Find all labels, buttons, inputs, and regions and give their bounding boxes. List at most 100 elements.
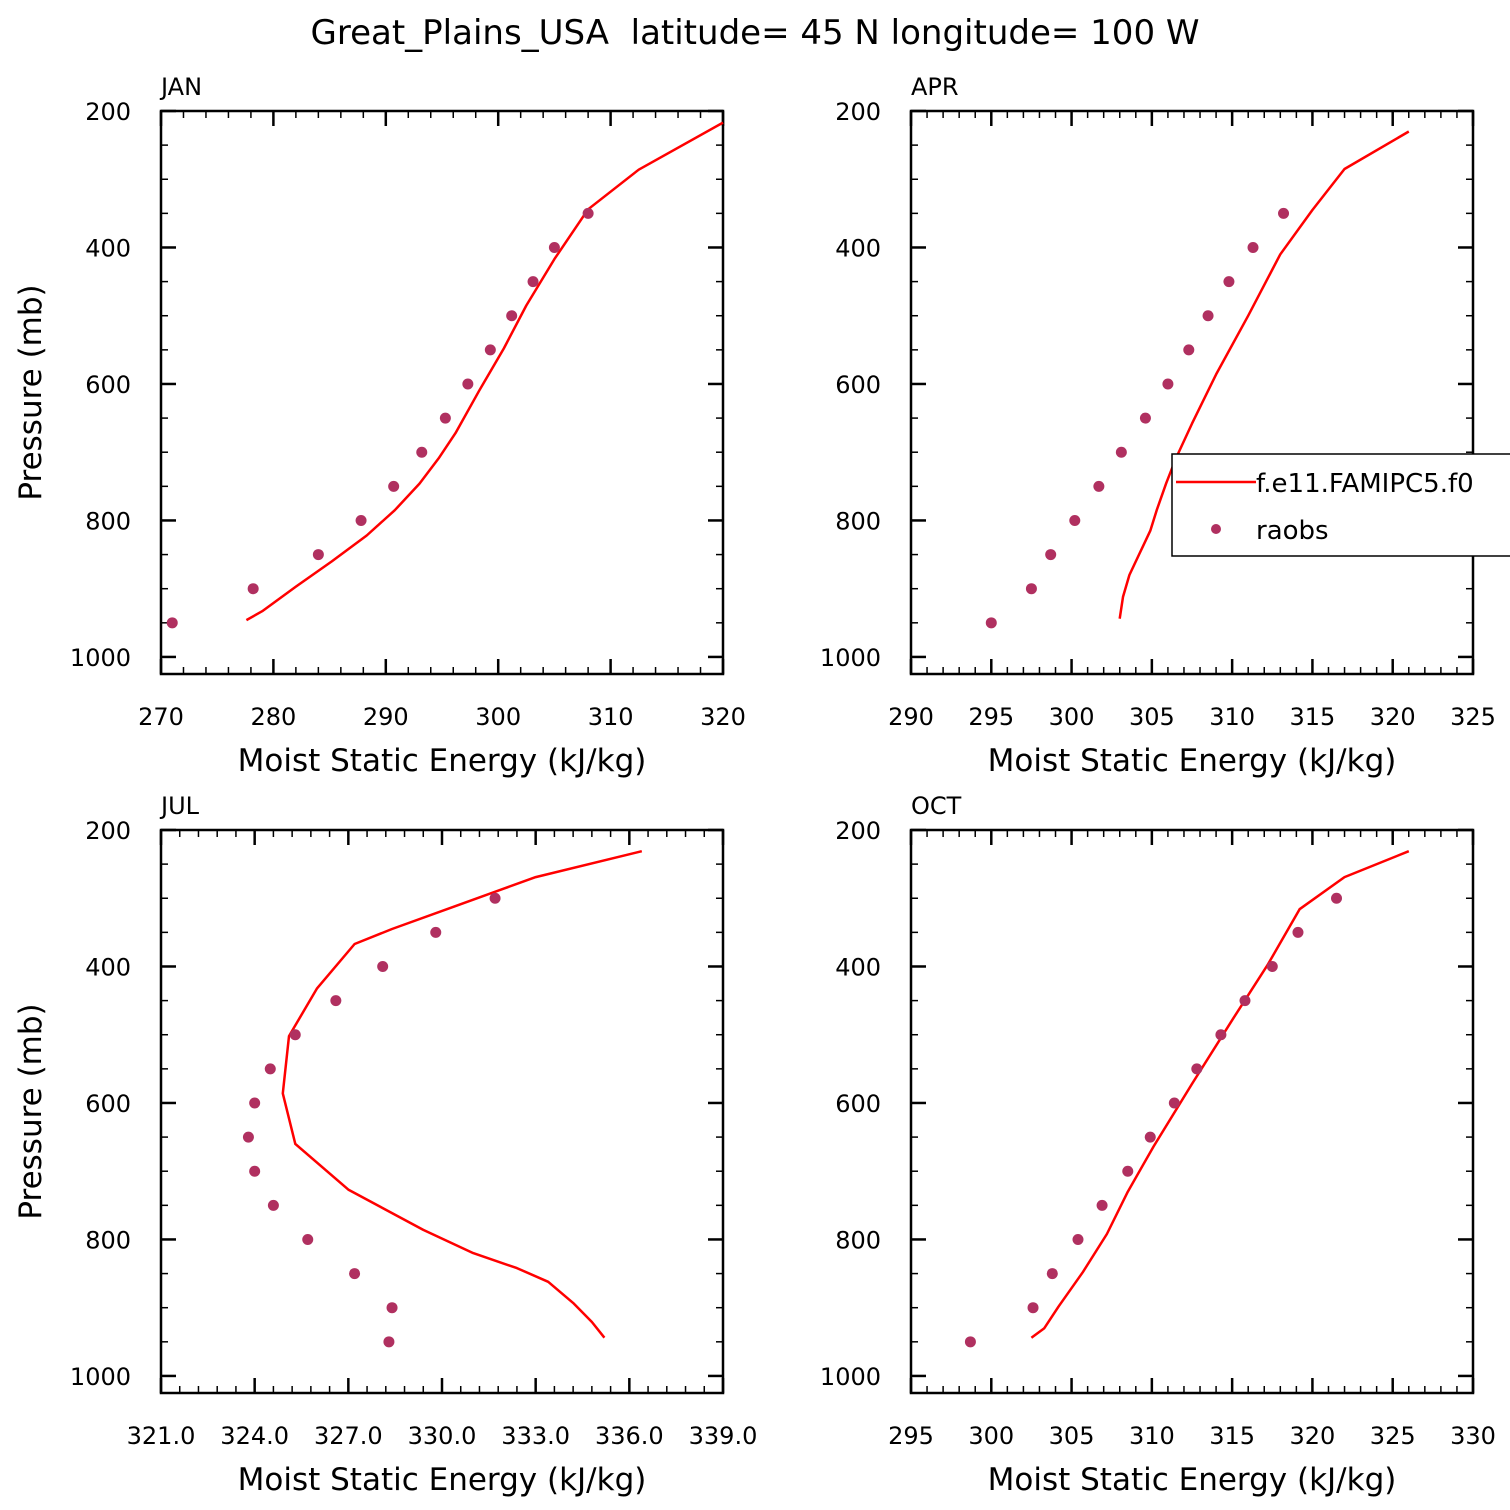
- raobs-point: [506, 310, 518, 322]
- raobs-point: [249, 1097, 261, 1109]
- raobs-point: [1191, 1063, 1203, 1075]
- x-tick-label: 300: [475, 703, 521, 731]
- panel-jan: 270 280 290 300 310 320 200 400 600 800 1000 JAN Moi…: [13, 73, 746, 779]
- x-tick-label: 310: [1129, 1422, 1175, 1450]
- raobs-point: [1162, 378, 1174, 390]
- raobs-point: [1045, 549, 1057, 561]
- panel-apr: 290 295 300 305 310 315 320 325 200 400 600 800 1000…: [820, 73, 1496, 779]
- raobs-point: [1266, 960, 1278, 972]
- legend-box: [1171, 453, 1510, 557]
- y-tick-label: 400: [835, 234, 881, 262]
- y-tick-label: 1000: [820, 644, 881, 672]
- raobs-point: [548, 241, 560, 253]
- y-tick-label: 1000: [70, 1363, 131, 1391]
- x-axis-label: Moist Static Energy (kJ/kg): [988, 1462, 1397, 1498]
- x-tick-label: 339.0: [689, 1422, 758, 1450]
- panel-title: JAN: [159, 73, 202, 101]
- y-axis-label: Pressure (mb): [13, 284, 49, 500]
- raobs-point: [242, 1131, 254, 1143]
- raobs-point: [1046, 1268, 1058, 1280]
- x-tick-label: 295: [968, 703, 1014, 731]
- x-tick-label: 300: [1049, 703, 1095, 731]
- raobs-point: [582, 207, 594, 219]
- y-axis-label: Pressure (mb): [13, 1003, 49, 1219]
- raobs-point: [264, 1063, 276, 1075]
- x-tick-label: 320: [1370, 703, 1416, 731]
- x-tick-label: 290: [363, 703, 409, 731]
- raobs-point: [1093, 480, 1105, 492]
- raobs-point: [484, 344, 496, 356]
- y-tick-label: 600: [835, 371, 881, 399]
- raobs-point: [383, 1336, 395, 1348]
- x-tick-label: 305: [1129, 703, 1175, 731]
- plot-frame: [909, 828, 1475, 1395]
- raobs-point: [247, 583, 259, 595]
- y-tick-label: 800: [85, 507, 131, 535]
- raobs-point: [1096, 1199, 1108, 1211]
- legend-model-label: f.e11.FAMIPC5.f0: [1256, 469, 1474, 499]
- raobs-point: [388, 480, 400, 492]
- raobs-point: [249, 1165, 261, 1177]
- panel-title: JUL: [159, 792, 200, 820]
- raobs-point: [1122, 1165, 1134, 1177]
- x-tick-label: 324.0: [220, 1422, 289, 1450]
- x-tick-label: 310: [1209, 703, 1255, 731]
- x-tick-label: 315: [1209, 1422, 1255, 1450]
- raobs-point: [416, 446, 428, 458]
- raobs-point: [1115, 446, 1127, 458]
- x-tick-label: 330: [1450, 1422, 1496, 1450]
- y-tick-label: 1000: [70, 644, 131, 672]
- x-tick-label: 315: [1290, 703, 1336, 731]
- raobs-point: [267, 1199, 279, 1211]
- raobs-point: [289, 1029, 301, 1041]
- raobs-point: [1223, 276, 1235, 288]
- plot-frame: [159, 109, 725, 676]
- raobs-point: [1331, 892, 1343, 904]
- model-series-line: [281, 849, 643, 1339]
- raobs-point: [312, 549, 324, 561]
- raobs-point: [1278, 207, 1290, 219]
- x-tick-label: 295: [888, 1422, 934, 1450]
- x-tick-label: 300: [968, 1422, 1014, 1450]
- x-tick-label: 330.0: [408, 1422, 477, 1450]
- model-series-line: [245, 121, 724, 622]
- raobs-point: [964, 1336, 976, 1348]
- panels: 270 280 290 300 310 320 200 400 600 800 1000 JAN Moi…: [13, 73, 1496, 1498]
- x-tick-label: 290: [888, 703, 934, 731]
- y-tick-label: 200: [835, 817, 881, 845]
- raobs-point: [1025, 583, 1037, 595]
- raobs-point: [166, 617, 178, 629]
- legend: f.e11.FAMIPC5.f0 raobs: [1171, 453, 1510, 557]
- y-tick-label: 800: [85, 1226, 131, 1254]
- raobs-point: [355, 514, 367, 526]
- y-tick-label: 400: [85, 953, 131, 981]
- x-tick-label: 325: [1450, 703, 1496, 731]
- panel-title: OCT: [911, 792, 962, 820]
- raobs-point: [1139, 412, 1151, 424]
- raobs-point: [302, 1233, 314, 1245]
- y-tick-label: 200: [835, 98, 881, 126]
- raobs-point: [1239, 995, 1251, 1007]
- x-tick-label: 320: [1290, 1422, 1336, 1450]
- panel-jul: 321.0 324.0 327.0 330.0 333.0 336.0 339.0 200 40…: [13, 792, 757, 1498]
- y-tick-label: 800: [835, 1226, 881, 1254]
- raobs-point: [430, 926, 442, 938]
- y-tick-label: 1000: [820, 1363, 881, 1391]
- legend-marker-swatch: [1211, 524, 1221, 534]
- raobs-point: [377, 960, 389, 972]
- raobs-point: [349, 1268, 361, 1280]
- raobs-point: [1144, 1131, 1156, 1143]
- y-tick-label: 600: [85, 1090, 131, 1118]
- x-tick-label: 325: [1370, 1422, 1416, 1450]
- x-tick-label: 321.0: [127, 1422, 196, 1450]
- raobs-point: [439, 412, 451, 424]
- raobs-point: [386, 1302, 398, 1314]
- plot-frame: [159, 828, 725, 1395]
- x-tick-label: 327.0: [314, 1422, 383, 1450]
- x-tick-label: 305: [1049, 1422, 1095, 1450]
- model-series-line: [1030, 850, 1410, 1339]
- x-tick-label: 280: [250, 703, 296, 731]
- x-axis-label: Moist Static Energy (kJ/kg): [238, 1462, 647, 1498]
- x-axis-label: Moist Static Energy (kJ/kg): [238, 743, 647, 779]
- x-axis-label: Moist Static Energy (kJ/kg): [988, 743, 1397, 779]
